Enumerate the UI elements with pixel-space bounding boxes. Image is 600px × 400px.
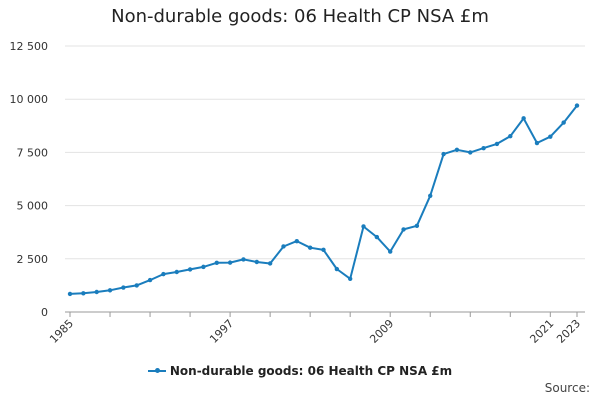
data-point [347, 276, 353, 282]
data-point [174, 269, 179, 275]
data-point [161, 271, 166, 277]
data-point [81, 291, 86, 296]
data-point [441, 151, 446, 157]
data-point [107, 288, 113, 293]
data-point [428, 193, 433, 199]
legend-swatch [147, 366, 166, 376]
x-tick-label: 1997 [207, 317, 236, 346]
data-point [294, 238, 300, 244]
legend-dot [154, 368, 160, 373]
data-point [307, 245, 313, 250]
data-point [227, 260, 233, 265]
y-tick-label: 12 500 [10, 40, 49, 53]
data-point [201, 264, 206, 270]
data-point [521, 116, 526, 121]
data-point [147, 277, 153, 283]
data-point [254, 259, 259, 265]
data-point [121, 285, 126, 290]
data-point [334, 266, 340, 272]
x-tick-label: 2023 [554, 317, 583, 346]
legend[interactable]: Non-durable goods: 06 Health CP NSA £m [0, 364, 600, 378]
data-point [574, 103, 580, 108]
y-tick-label: 5 000 [17, 200, 49, 213]
x-tick-label: 1985 [47, 317, 76, 346]
data-point [548, 134, 553, 139]
y-tick-label: 10 000 [10, 93, 49, 106]
series-layer [67, 103, 580, 297]
series-line [69, 104, 578, 295]
data-point [374, 234, 380, 240]
data-point [468, 150, 473, 155]
data-point [401, 227, 406, 232]
data-point [414, 223, 420, 229]
data-point [388, 249, 393, 254]
data-point [561, 120, 566, 125]
data-point [241, 257, 246, 262]
y-tick-label: 7 500 [17, 146, 49, 159]
data-point [267, 261, 273, 266]
x-tick-label: 2021 [527, 317, 556, 346]
source-label: Source: [544, 381, 590, 395]
data-point [94, 289, 99, 295]
data-point [67, 291, 73, 297]
data-point [454, 147, 460, 153]
x-tick-label: 2009 [367, 317, 396, 346]
data-point [494, 141, 500, 147]
legend-label: Non-durable goods: 06 Health CP NSA £m [169, 364, 453, 378]
data-point [481, 145, 486, 151]
y-tick-label: 2 500 [17, 253, 49, 266]
data-point [321, 247, 326, 253]
data-point [281, 244, 286, 249]
data-point [187, 267, 193, 272]
chart-title: Non-durable goods: 06 Health CP NSA £m [111, 6, 489, 27]
data-point [534, 140, 540, 146]
data-point [134, 283, 139, 288]
data-point [214, 260, 219, 266]
gridlines [65, 45, 585, 260]
data-point [361, 224, 366, 229]
data-point [508, 134, 513, 139]
y-axis: 0 2 500 5 000 7 500 10 000 12 500 [10, 40, 49, 319]
y-tick-label: 0 [41, 306, 48, 319]
